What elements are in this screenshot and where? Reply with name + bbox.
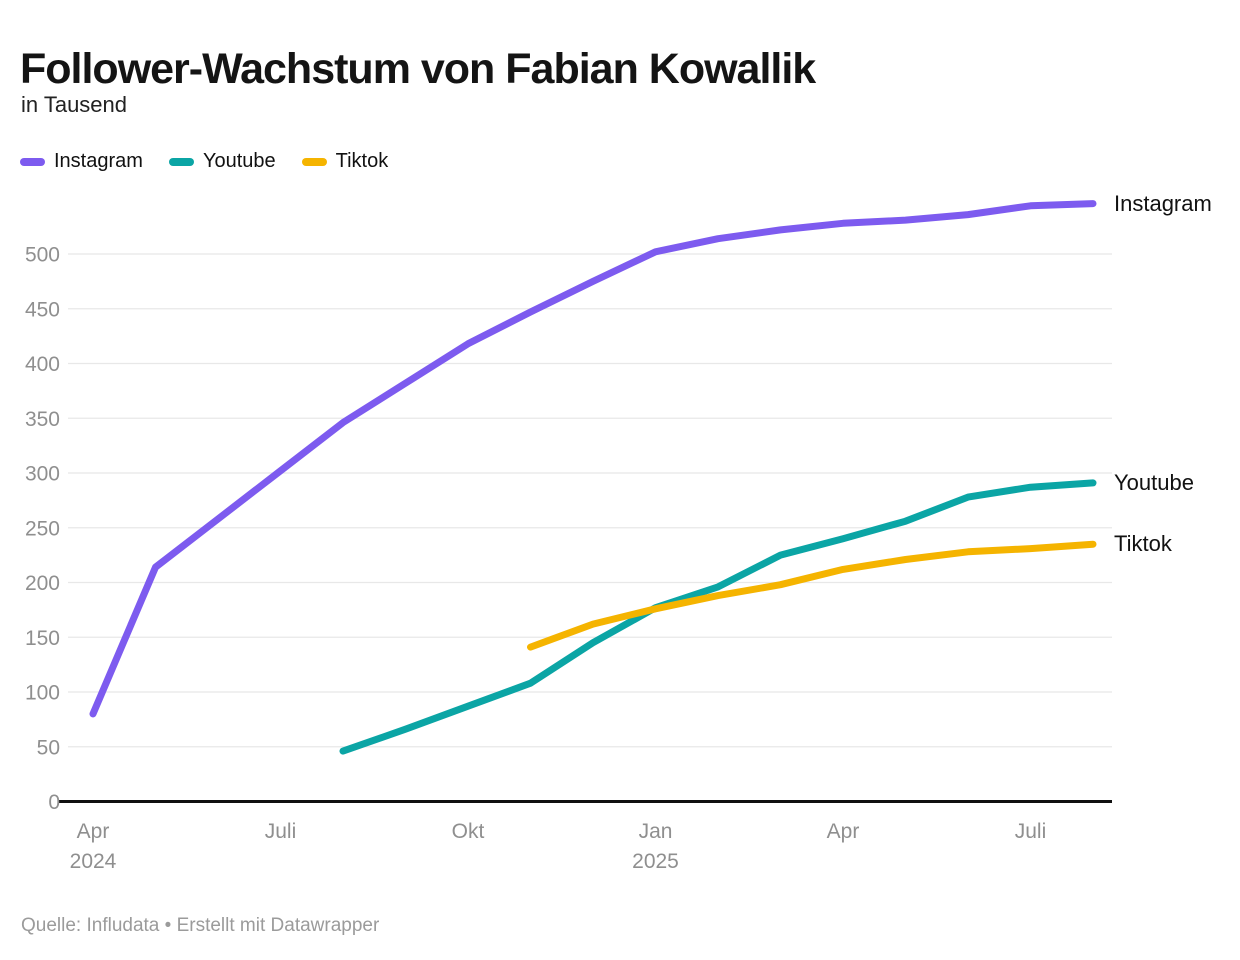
legend-swatch-instagram — [20, 157, 45, 166]
y-axis-label-100: 100 — [25, 682, 60, 705]
y-axis-label-300: 300 — [25, 463, 60, 486]
chart-subtitle: in Tausend — [21, 92, 128, 117]
legend-swatch-youtube — [168, 157, 194, 166]
legend-label-instagram: Instagram — [54, 150, 143, 172]
x-axis-label-Jan: Jan — [639, 820, 673, 843]
x-axis-label-Juli: Juli — [265, 820, 297, 843]
series-line-instagram[interactable] — [89, 200, 1097, 718]
footer-attribution: Quelle: Infludata • Erstellt mit Datawra… — [21, 915, 380, 936]
x-axis-year-label-2025: 2025 — [632, 850, 679, 873]
x-axis-label-Juli: Juli — [1015, 820, 1047, 843]
y-axis-label-450: 450 — [25, 298, 60, 321]
series-end-label-tiktok: Tiktok — [1114, 531, 1172, 557]
x-axis-label-Apr: Apr — [77, 820, 110, 843]
series-line-tiktok[interactable] — [527, 540, 1097, 651]
series-end-label-youtube: Youtube — [1114, 469, 1194, 495]
x-axis-label-Apr: Apr — [827, 820, 860, 843]
legend-item-instagram[interactable]: Instagram — [20, 150, 143, 173]
x-axis-year-label-2024: 2024 — [70, 850, 117, 873]
legend-label-youtube: Youtube — [202, 150, 276, 172]
y-axis-label-400: 400 — [25, 353, 60, 376]
legend-label-tiktok: Tiktok — [335, 150, 389, 172]
legend-item-youtube[interactable]: Youtube — [168, 150, 276, 173]
legend: Instagram Youtube Tiktok — [20, 150, 388, 173]
series-end-label-instagram: Instagram — [1114, 190, 1212, 216]
y-axis-label-150: 150 — [25, 627, 60, 650]
legend-item-tiktok[interactable]: Tiktok — [301, 150, 389, 173]
series-line-youtube[interactable] — [339, 479, 1097, 755]
y-axis-label-350: 350 — [25, 408, 60, 431]
y-axis-label-200: 200 — [25, 572, 60, 595]
legend-swatch-tiktok — [301, 157, 327, 166]
y-axis-label-0: 0 — [48, 791, 60, 814]
y-axis-label-500: 500 — [25, 244, 60, 267]
chart-title: Follower-Wachstum von Fabian Kowallik — [20, 44, 816, 93]
y-axis-label-250: 250 — [25, 517, 60, 540]
y-axis-label-50: 50 — [37, 736, 60, 759]
x-axis-label-Okt: Okt — [452, 820, 485, 843]
